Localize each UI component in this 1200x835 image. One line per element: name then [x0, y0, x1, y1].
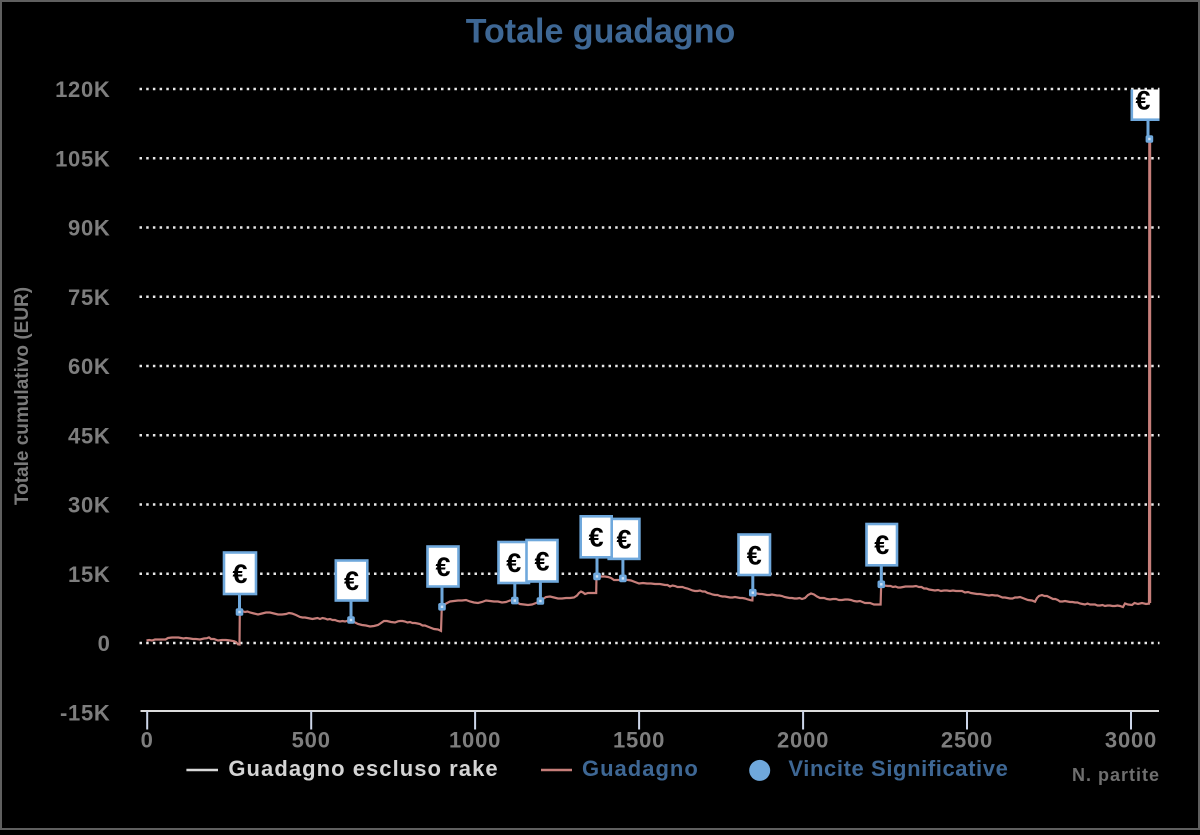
svg-text:120K: 120K [55, 77, 110, 102]
svg-text:30K: 30K [68, 493, 110, 518]
svg-text:€: € [435, 552, 450, 582]
svg-text:€: € [874, 530, 889, 560]
svg-text:Guadagno: Guadagno [582, 756, 699, 781]
svg-text:€: € [1135, 86, 1150, 116]
svg-text:€: € [344, 566, 359, 596]
svg-text:105K: 105K [55, 146, 110, 171]
svg-text:Vincite Significative: Vincite Significative [788, 756, 1008, 781]
svg-text:Totale cumulativo (EUR): Totale cumulativo (EUR) [12, 287, 33, 505]
svg-text:3000: 3000 [1105, 728, 1157, 753]
svg-text:€: € [747, 540, 762, 570]
svg-text:15K: 15K [68, 562, 110, 587]
svg-text:€: € [617, 524, 632, 554]
svg-text:0: 0 [98, 631, 111, 656]
svg-text:Totale guadagno: Totale guadagno [466, 13, 735, 51]
svg-text:2500: 2500 [941, 728, 993, 753]
svg-text:€: € [589, 522, 604, 552]
svg-text:2000: 2000 [777, 728, 829, 753]
svg-text:1000: 1000 [449, 728, 501, 753]
svg-text:€: € [534, 546, 549, 576]
svg-text:75K: 75K [68, 285, 110, 310]
svg-text:500: 500 [292, 728, 331, 753]
svg-text:90K: 90K [68, 216, 110, 241]
svg-text:0: 0 [141, 728, 154, 753]
svg-text:Guadagno escluso rake: Guadagno escluso rake [228, 756, 498, 781]
svg-text:45K: 45K [68, 423, 110, 448]
svg-text:N. partite: N. partite [1072, 765, 1160, 785]
svg-text:€: € [232, 559, 247, 589]
svg-text:-15K: -15K [60, 700, 111, 725]
svg-text:60K: 60K [68, 354, 110, 379]
svg-text:€: € [506, 548, 521, 578]
svg-text:1500: 1500 [613, 728, 665, 753]
